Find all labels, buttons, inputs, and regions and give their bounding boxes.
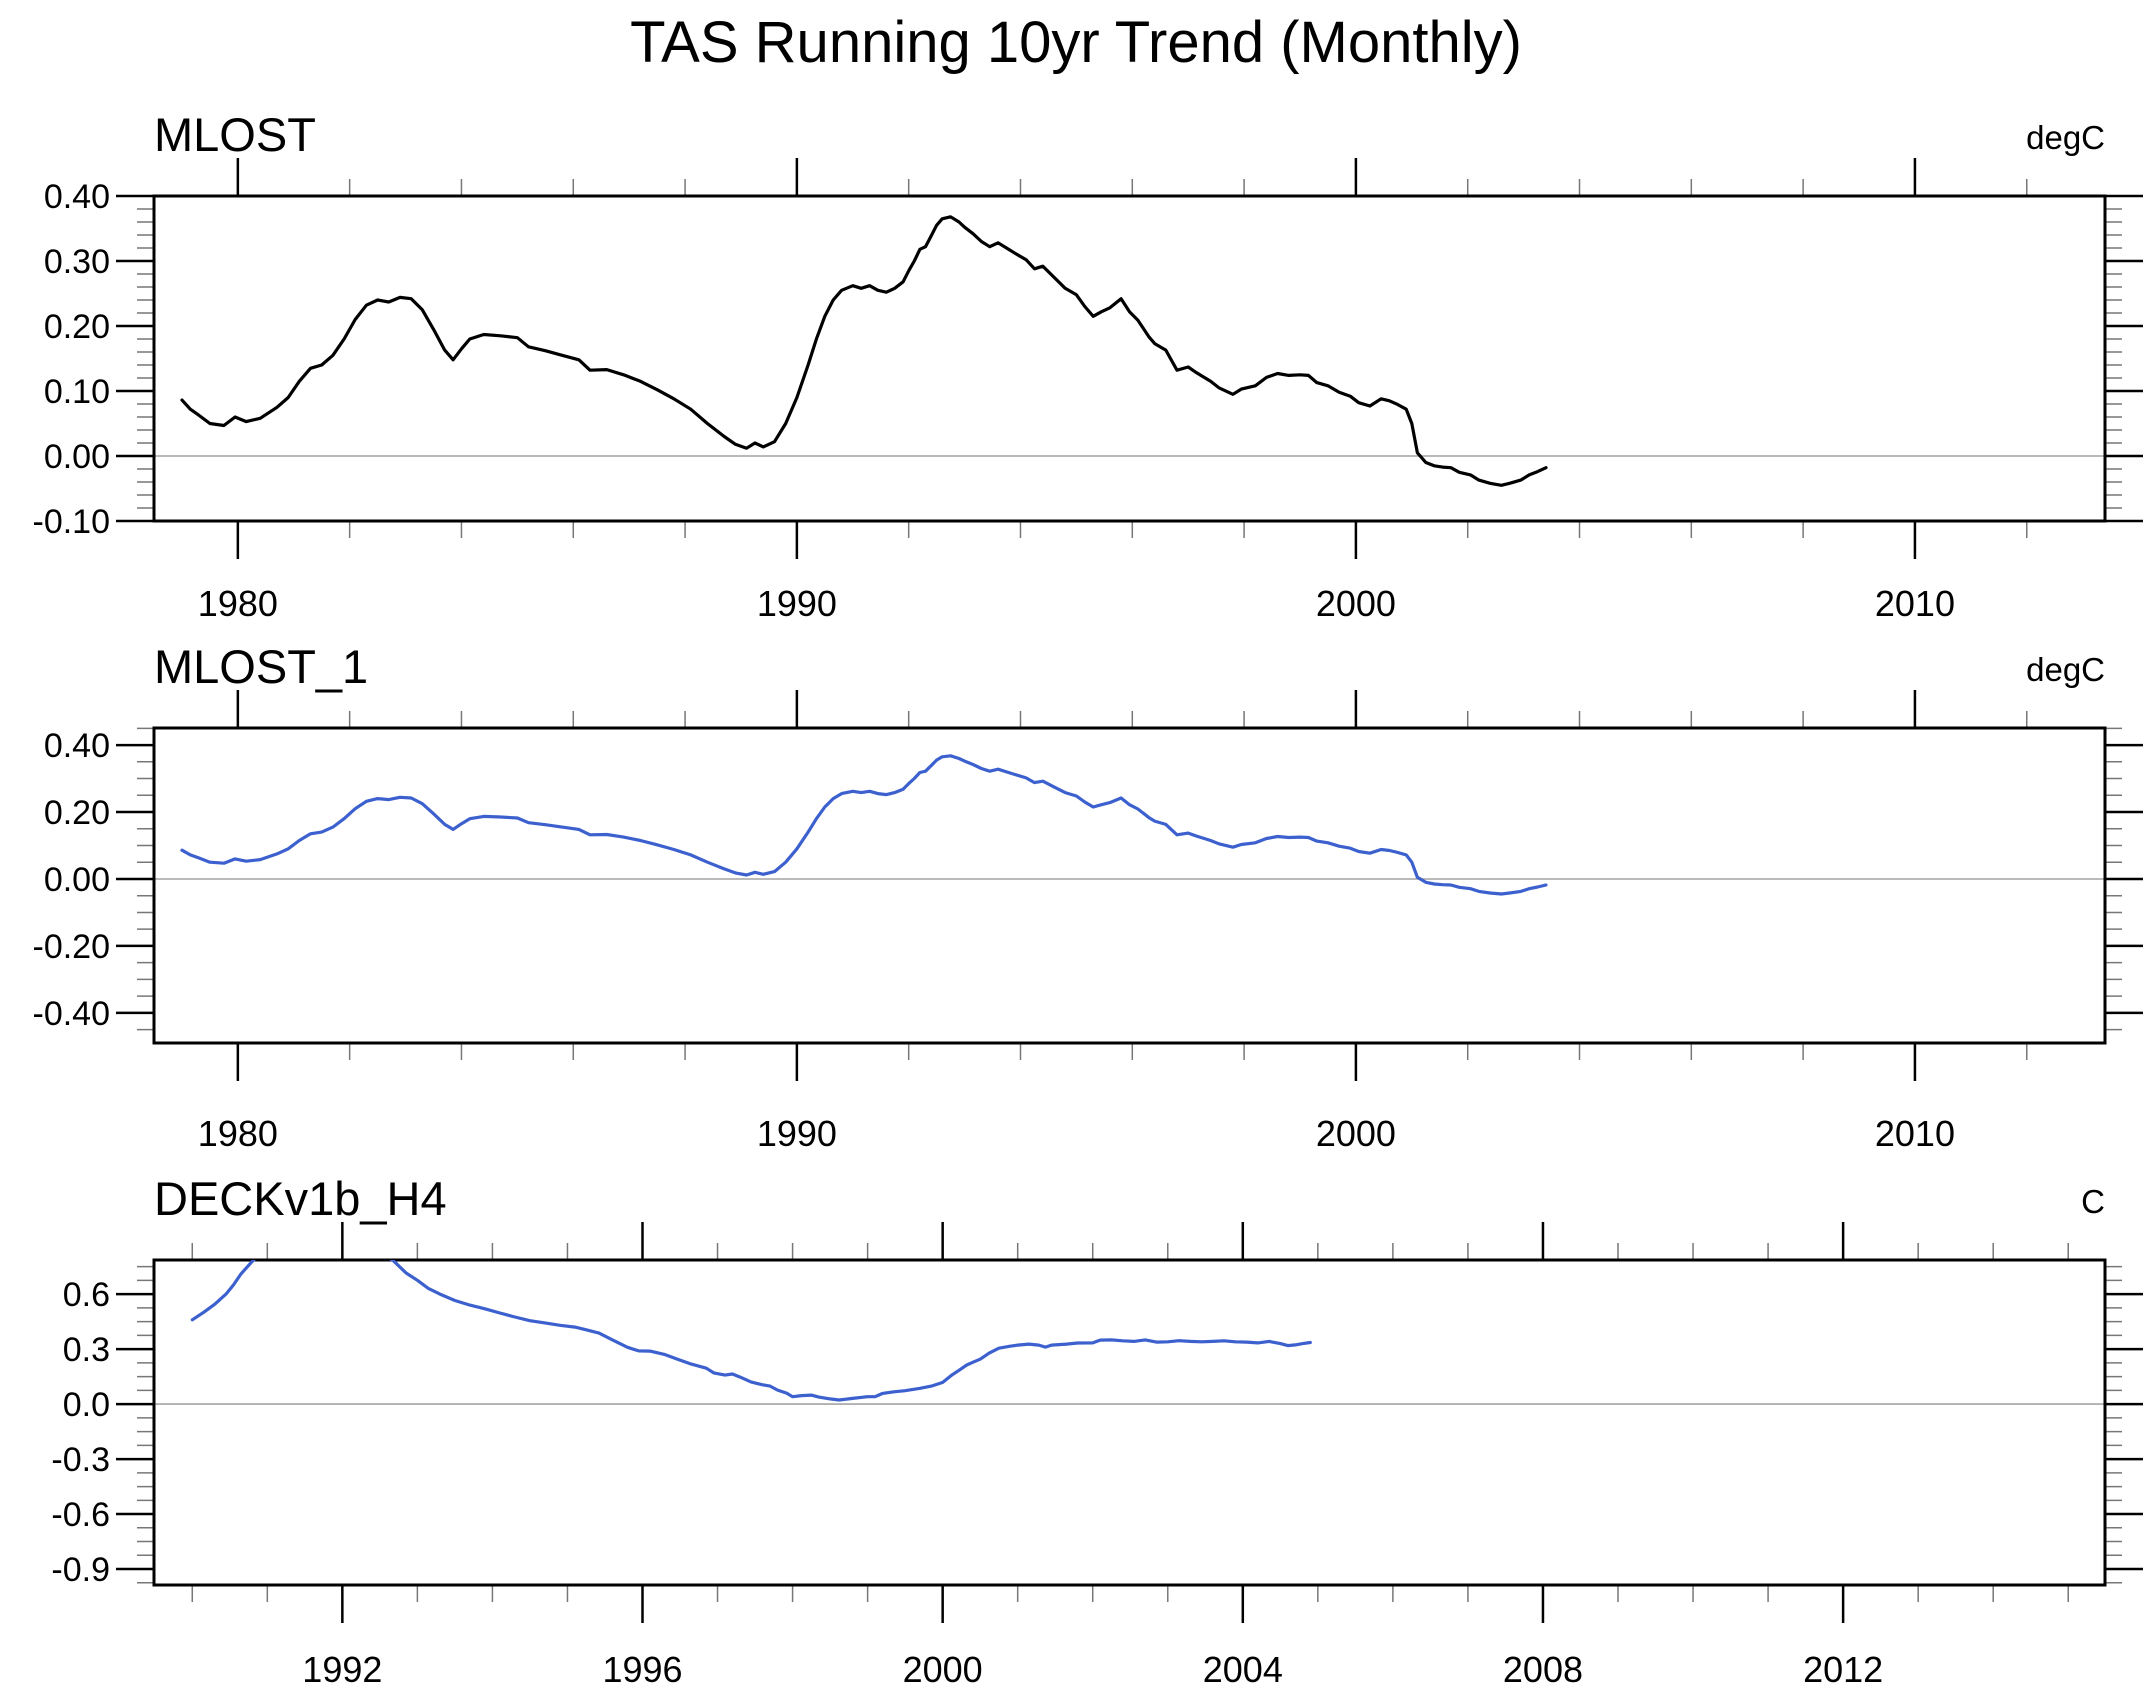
panel-unit-label: degC	[2026, 651, 2105, 688]
x-tick-label: 1980	[198, 583, 278, 624]
y-tick-label: 0.00	[44, 438, 110, 476]
y-tick-label: -0.6	[51, 1496, 110, 1534]
panel-unit-label: C	[2081, 1183, 2105, 1220]
x-tick-label: 2004	[1203, 1649, 1283, 1687]
x-tick-label: 2000	[1316, 583, 1396, 624]
x-tick-label: 1990	[757, 583, 837, 624]
series-line-deckv1b_h4	[190, 1260, 1312, 1402]
panel-mlost_1: 0.40 0.20 0.00 -0.20 -0.40 1980 1990 2000 2010 ML…	[33, 640, 2143, 1154]
plot-box	[152, 194, 2107, 523]
series-line-mlost_1	[180, 754, 1548, 896]
y-tick-label: 0.6	[63, 1276, 110, 1314]
panel-title: DECKv1b_H4	[154, 1172, 447, 1225]
panel-mlost: 0.40 0.30 0.20 0.10 0.00 -0.10 1980 1990 2000 201…	[33, 108, 2143, 624]
x-tick-label: 2010	[1875, 583, 1955, 624]
y-tick-label: -0.9	[51, 1551, 110, 1589]
x-tick-label: 2012	[1803, 1649, 1883, 1687]
x-tick-label: 1990	[757, 1113, 837, 1154]
x-tick-label: 2008	[1503, 1649, 1583, 1687]
series-line-mlost	[180, 215, 1548, 487]
x-tick-label: 1980	[198, 1113, 278, 1154]
y-tick-label: 0.00	[44, 861, 110, 899]
panel-title: MLOST_1	[154, 640, 368, 693]
plot-box	[152, 726, 2107, 1045]
y-tick-label: 0.30	[44, 243, 110, 281]
x-tick-label: 1992	[302, 1649, 382, 1687]
chart-title: TAS Running 10yr Trend (Monthly)	[630, 10, 1522, 75]
y-tick-label: 0.20	[44, 794, 110, 832]
plot-box	[152, 1258, 2107, 1587]
y-tick-label: 0.40	[44, 178, 110, 216]
y-tick-label: -0.20	[33, 928, 111, 966]
panel-unit-label: degC	[2026, 119, 2105, 156]
y-tick-label: 0.10	[44, 373, 110, 411]
y-tick-label: 0.40	[44, 727, 110, 765]
panel-deckv1b_h4: 0.6 0.3 0.0 -0.3 -0.6 -0.9 1992 1996 2000 2004 200…	[51, 1172, 2143, 1687]
y-tick-label: 0.3	[63, 1331, 110, 1369]
panel-title: MLOST	[154, 108, 316, 161]
panels-group: 0.40 0.30 0.20 0.10 0.00 -0.10 1980 1990 2000 201…	[33, 108, 2143, 1687]
y-tick-label: -0.3	[51, 1441, 110, 1479]
x-tick-label: 1996	[602, 1649, 682, 1687]
x-tick-label: 2010	[1875, 1113, 1955, 1154]
x-tick-label: 2000	[1316, 1113, 1396, 1154]
y-tick-label: 0.0	[63, 1386, 110, 1424]
y-tick-label: 0.20	[44, 308, 110, 346]
x-tick-label: 2000	[903, 1649, 983, 1687]
y-tick-label: -0.40	[33, 995, 111, 1033]
y-tick-label: -0.10	[33, 503, 111, 541]
